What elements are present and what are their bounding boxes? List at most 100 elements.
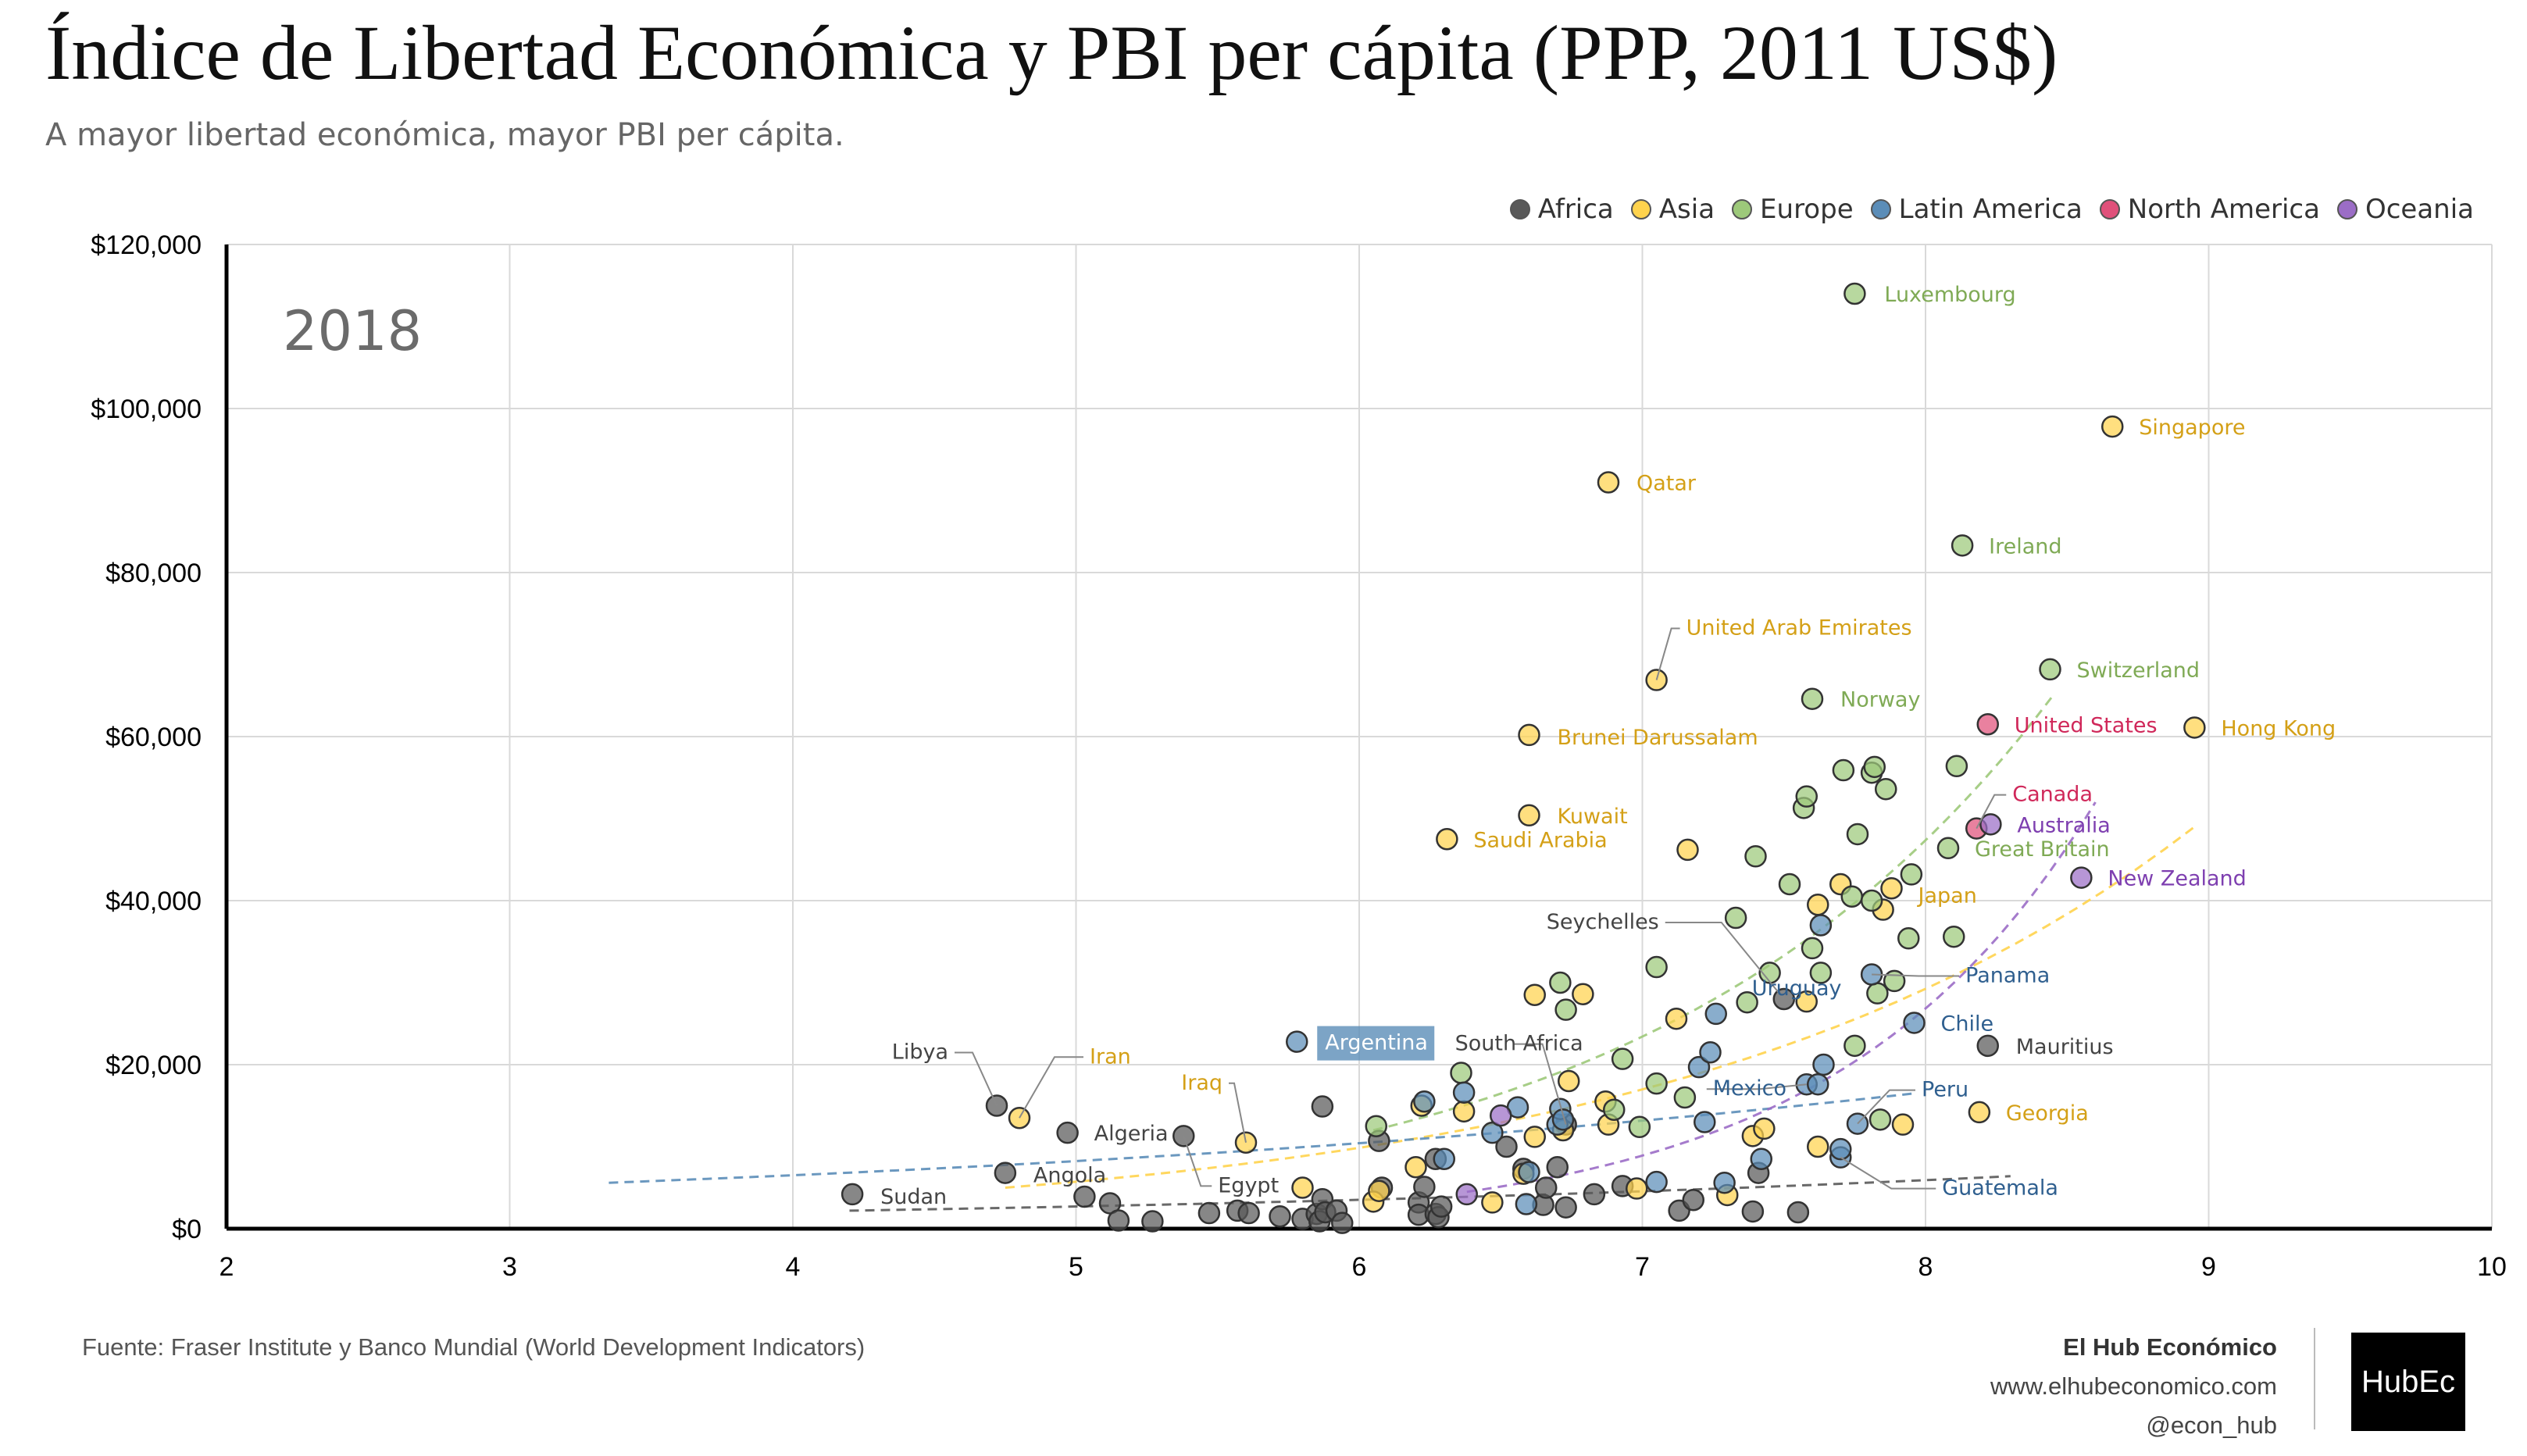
data-point: [1523, 1126, 1546, 1148]
brand-website[interactable]: www.elhubeconomico.com: [1990, 1372, 2277, 1400]
data-point: [1518, 804, 1540, 827]
annotation-label: Iran: [1090, 1044, 1131, 1069]
x-tick-label: 7: [1635, 1252, 1650, 1282]
data-point: [1900, 863, 1923, 886]
data-point: [1490, 1104, 1512, 1127]
data-point: [2070, 866, 2093, 889]
legend-marker: [1630, 199, 1651, 219]
data-point: [1682, 1189, 1704, 1212]
x-tick-label: 6: [1352, 1252, 1367, 1282]
data-point: [1704, 1002, 1727, 1026]
data-point: [1365, 1115, 1387, 1137]
data-point: [1753, 1117, 1776, 1140]
data-point: [1699, 1041, 1722, 1064]
annotation-leader: [1857, 1089, 1915, 1125]
data-point: [1404, 1156, 1427, 1179]
chart-legend: Africa Asia Europe Latin America North Ameri…: [1509, 194, 2474, 225]
brand-block: El Hub Económico www.elhubeconomico.com …: [1990, 1328, 2277, 1445]
brand-handle[interactable]: @econ_hub: [2146, 1411, 2277, 1439]
data-point: [1452, 1081, 1476, 1104]
annotation-leader: [1840, 1156, 1936, 1190]
data-point: [1107, 1209, 1130, 1232]
annotation-label: Mauritius: [2016, 1035, 2114, 1059]
annotation-label: Guatemala: [1942, 1176, 2058, 1201]
annotation-label: Egypt: [1218, 1173, 1279, 1197]
annotation-label: Uruguay: [1752, 976, 1842, 1001]
annotation-label: Argentina: [1325, 1031, 1428, 1055]
data-point: [1535, 1176, 1558, 1199]
data-point: [1795, 785, 1818, 808]
data-point: [1724, 906, 1747, 930]
data-point: [1976, 1034, 1999, 1058]
data-point: [2101, 415, 2124, 438]
brand-name: El Hub Económico: [2063, 1333, 2277, 1361]
data-point: [1481, 1191, 1504, 1214]
brand-logo: HubEc: [2351, 1333, 2465, 1431]
legend-label: Latin America: [1898, 194, 2083, 225]
data-point: [1626, 1177, 1648, 1200]
data-point: [1073, 1185, 1096, 1208]
annotation-label: Angola: [1033, 1164, 1106, 1188]
x-tick-label: 10: [2477, 1252, 2507, 1282]
data-point: [1778, 873, 1801, 896]
data-point: [1603, 1098, 1626, 1121]
data-point: [1979, 813, 2002, 836]
data-point: [994, 1162, 1017, 1184]
annotation-label: Ireland: [1989, 534, 2061, 558]
data-point: [1291, 1176, 1314, 1199]
data-point: [1846, 823, 1869, 846]
data-point: [1197, 1201, 1221, 1225]
legend-item: Asia: [1630, 194, 1715, 225]
data-point: [1572, 983, 1594, 1005]
data-point: [1645, 955, 1668, 979]
y-tick-label: $0: [172, 1215, 202, 1244]
data-point: [1549, 971, 1572, 994]
trendline: [609, 1092, 1915, 1184]
year-label: 2018: [283, 299, 422, 363]
legend-label: Asia: [1658, 194, 1715, 225]
data-point: [1875, 777, 1897, 801]
annotation-label: New Zealand: [2108, 867, 2246, 891]
data-point: [1455, 1183, 1478, 1206]
annotation-highlight: [1317, 1026, 1435, 1061]
annotation-label: Seychelles: [1547, 910, 1659, 934]
annotation-label: Mexico: [1713, 1076, 1786, 1101]
legend-item: Africa: [1509, 194, 1614, 225]
data-point: [1880, 877, 1903, 900]
data-point: [1840, 885, 1863, 908]
data-point: [1943, 925, 1965, 948]
y-tick-label: $80,000: [105, 558, 202, 588]
annotation-label: United States: [2015, 713, 2158, 737]
legend-item: Oceania: [2336, 194, 2474, 225]
annotation-label: Kuwait: [1558, 805, 1628, 829]
data-point: [1807, 1135, 1829, 1158]
chart-subtitle: A mayor libertad económica, mayor PBI pe…: [45, 117, 844, 153]
data-point: [1829, 1137, 1852, 1161]
data-point: [1860, 889, 1883, 912]
trendline: [849, 1175, 2011, 1212]
data-point: [1583, 1183, 1606, 1206]
annotation-label: Panama: [1965, 964, 2050, 988]
data-point: [1645, 1072, 1668, 1095]
data-point: [1523, 983, 1546, 1006]
annotation-label: Libya: [892, 1040, 948, 1065]
data-point: [1141, 1210, 1164, 1233]
data-point: [1801, 937, 1824, 960]
y-tick-label: $40,000: [105, 887, 202, 916]
x-tick-label: 2: [220, 1252, 234, 1282]
data-point: [1868, 1108, 1892, 1131]
x-tick-label: 4: [786, 1252, 801, 1282]
annotation-label: Brunei Darussalam: [1558, 726, 1758, 750]
x-tick-label: 9: [2201, 1252, 2216, 1282]
legend-label: North America: [2127, 194, 2320, 225]
annotation-label: Luxembourg: [1884, 283, 2015, 307]
annotation-label: Switzerland: [2077, 658, 2200, 683]
data-point: [1801, 687, 1824, 710]
data-point: [1809, 914, 1833, 937]
data-point: [1237, 1201, 1260, 1225]
data-point: [1807, 1072, 1829, 1096]
legend-label: Oceania: [2365, 194, 2474, 225]
annotation-leader: [1976, 794, 2007, 830]
data-point: [1611, 1047, 1634, 1070]
